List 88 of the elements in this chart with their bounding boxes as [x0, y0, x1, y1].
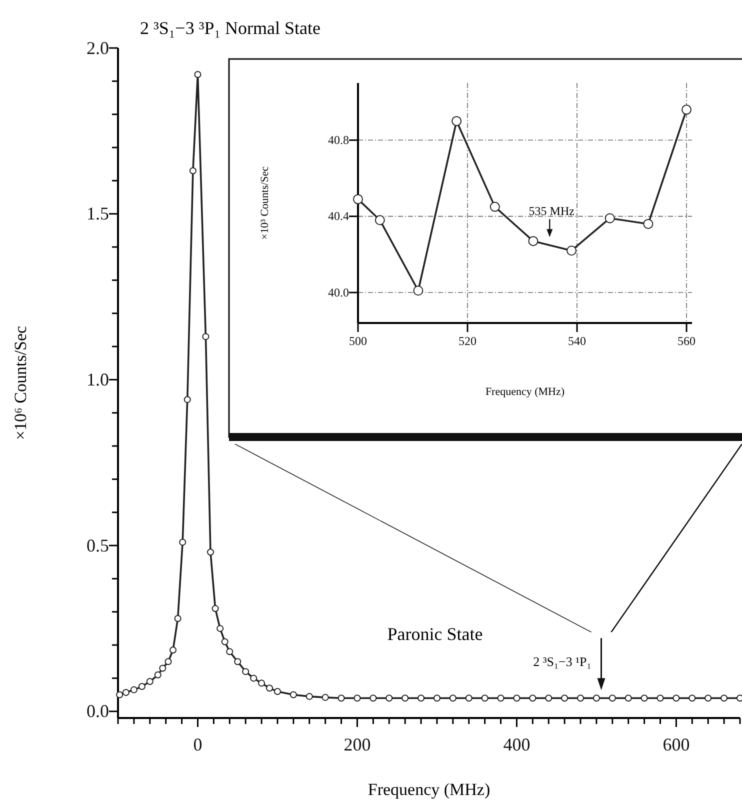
point — [497, 694, 504, 702]
point — [306, 692, 313, 700]
point — [452, 116, 462, 126]
point — [465, 694, 472, 702]
point — [354, 694, 361, 702]
point — [234, 658, 242, 666]
point — [402, 694, 409, 702]
y-tick-label: 1.5 — [86, 204, 109, 224]
point — [179, 538, 186, 546]
point — [370, 694, 377, 702]
point — [449, 694, 456, 702]
point — [624, 694, 632, 702]
point — [194, 71, 202, 78]
point — [116, 691, 124, 698]
point — [122, 688, 130, 696]
point — [608, 694, 616, 702]
point — [216, 624, 224, 632]
point — [490, 202, 500, 212]
y-tick-label: 40.4 — [328, 209, 349, 224]
point — [704, 694, 712, 702]
point — [154, 671, 162, 678]
point — [146, 678, 154, 686]
point — [566, 246, 577, 256]
point — [561, 694, 568, 702]
point — [640, 694, 648, 702]
y-tick-label: 1.0 — [86, 369, 109, 390]
point — [258, 680, 266, 687]
point — [513, 694, 520, 702]
point — [545, 694, 552, 702]
y-axis-title: ×10⁶ Counts/Sec — [11, 325, 30, 440]
point — [290, 691, 297, 698]
annotation: 2 ³S₁−3 ¹P₁ — [533, 654, 592, 670]
point — [656, 694, 664, 702]
point — [322, 694, 329, 701]
point — [274, 688, 281, 695]
x-tick-label: 0 — [193, 734, 202, 754]
point — [138, 682, 146, 690]
point — [212, 605, 219, 612]
x-axis-title: Frequency (MHz) — [368, 780, 490, 799]
annotation: Paronic State — [387, 624, 483, 644]
y-tick-label: 0.5 — [86, 535, 109, 556]
point — [202, 333, 210, 340]
point — [720, 694, 728, 702]
y-tick-label: 40.0 — [328, 285, 349, 300]
y-tick-label: 2.0 — [86, 38, 109, 58]
point — [682, 104, 692, 115]
point — [688, 694, 696, 702]
y-axis-title: ×10³ Counts/Sec — [259, 166, 271, 240]
y-tick-label: 0.0 — [86, 701, 109, 722]
point — [266, 684, 274, 692]
y-tick-label: 40.8 — [328, 132, 349, 147]
x-axis-title: Frequency (MHz) — [485, 386, 565, 398]
x-tick-label: 200 — [344, 734, 371, 754]
point — [413, 286, 424, 296]
point — [577, 694, 584, 702]
point — [353, 194, 363, 204]
point — [672, 694, 680, 702]
point — [481, 694, 488, 702]
point — [386, 694, 393, 702]
point — [170, 646, 177, 654]
point — [164, 658, 172, 666]
point — [207, 548, 214, 556]
point — [242, 668, 250, 676]
point — [643, 218, 654, 229]
annotation: 535 MHz — [528, 204, 574, 218]
point — [189, 167, 196, 174]
x-tick-label: 540 — [568, 334, 586, 348]
point — [433, 694, 440, 702]
point — [250, 674, 258, 682]
x-tick-label: 600 — [662, 734, 690, 754]
point — [604, 213, 615, 224]
point — [418, 694, 425, 702]
point — [374, 215, 385, 226]
point — [528, 236, 538, 246]
point — [226, 648, 234, 656]
x-tick-label: 500 — [349, 334, 367, 348]
point — [184, 396, 191, 404]
x-tick-label: 560 — [678, 334, 696, 348]
x-tick-label: 520 — [458, 334, 477, 348]
point — [592, 694, 600, 702]
point — [159, 664, 166, 672]
point — [130, 686, 138, 694]
chart-title: 2 ³S₁−3 ³P₁ Normal State — [140, 18, 321, 38]
point — [338, 694, 345, 702]
point — [221, 638, 228, 646]
point — [174, 615, 182, 622]
x-tick-label: 400 — [503, 734, 530, 754]
point — [529, 694, 536, 702]
